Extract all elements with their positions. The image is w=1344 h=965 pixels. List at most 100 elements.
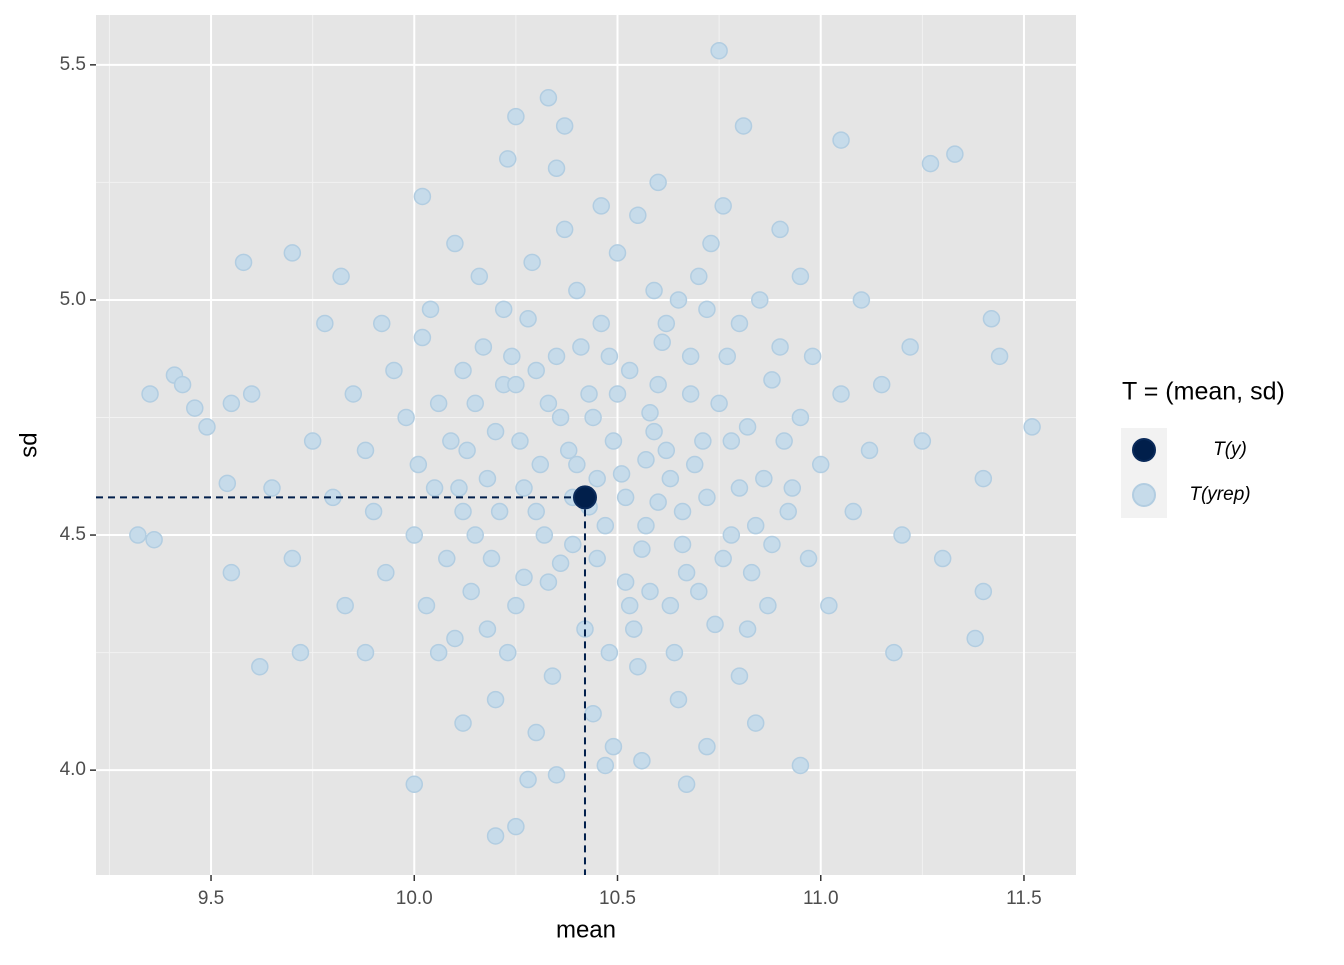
point xyxy=(515,568,533,587)
point xyxy=(511,432,529,450)
y-tick-label: 4.0 xyxy=(60,759,86,780)
point xyxy=(474,338,493,356)
point xyxy=(450,479,468,497)
point xyxy=(413,328,432,347)
point xyxy=(820,596,838,615)
point xyxy=(746,714,765,732)
point xyxy=(616,488,635,507)
point xyxy=(438,549,456,568)
point xyxy=(706,615,724,634)
point xyxy=(551,408,570,427)
point xyxy=(454,361,472,380)
point xyxy=(751,291,769,309)
point xyxy=(738,620,757,638)
y-tick-label: 5.0 xyxy=(60,289,86,310)
point xyxy=(946,145,964,163)
point xyxy=(462,582,480,601)
point xyxy=(694,432,712,450)
point xyxy=(974,469,993,488)
point xyxy=(417,596,436,615)
point xyxy=(612,465,631,483)
legend-key xyxy=(1132,438,1156,462)
legend-key xyxy=(1132,483,1156,507)
point xyxy=(730,314,749,333)
point xyxy=(604,432,623,450)
point xyxy=(364,502,383,521)
point xyxy=(515,479,533,497)
point xyxy=(527,502,545,521)
point xyxy=(604,737,623,756)
point xyxy=(547,766,566,784)
point xyxy=(722,432,741,450)
point xyxy=(637,451,655,469)
point xyxy=(539,573,558,591)
point xyxy=(685,455,704,474)
point xyxy=(555,220,574,239)
point xyxy=(714,549,732,568)
point xyxy=(608,385,627,403)
point xyxy=(681,347,700,366)
point xyxy=(454,714,472,732)
point xyxy=(592,197,610,215)
point xyxy=(803,347,822,366)
x-tick-label: 10.5 xyxy=(599,888,636,909)
point xyxy=(588,549,606,568)
point xyxy=(779,502,797,521)
point xyxy=(722,526,741,544)
legend-label: T(y) xyxy=(1213,439,1247,460)
point xyxy=(763,535,781,554)
point xyxy=(673,502,692,521)
point xyxy=(283,549,302,568)
point xyxy=(734,117,753,135)
point xyxy=(690,267,708,286)
legend-title: T = (mean, sd) xyxy=(1122,378,1285,406)
point xyxy=(746,516,765,535)
point xyxy=(490,502,509,521)
point xyxy=(710,41,728,60)
point xyxy=(775,432,793,450)
point xyxy=(649,375,667,394)
point xyxy=(283,244,302,262)
point xyxy=(442,432,460,450)
point xyxy=(409,455,428,474)
point xyxy=(698,737,716,756)
point xyxy=(454,502,472,521)
point xyxy=(990,347,1009,366)
point xyxy=(677,775,696,794)
point xyxy=(543,667,562,685)
x-tick-label: 9.5 xyxy=(198,888,224,909)
point xyxy=(547,347,566,366)
point xyxy=(303,432,322,450)
point xyxy=(503,347,521,366)
point xyxy=(657,441,676,460)
point xyxy=(251,657,269,676)
point xyxy=(507,817,525,836)
point xyxy=(860,441,879,460)
point xyxy=(852,291,871,309)
point xyxy=(596,516,615,535)
point xyxy=(486,690,505,709)
point xyxy=(645,422,663,441)
point xyxy=(974,582,993,601)
point xyxy=(649,173,667,192)
point xyxy=(677,563,696,582)
point xyxy=(681,385,700,403)
point xyxy=(478,620,497,638)
point xyxy=(580,385,598,403)
point xyxy=(145,530,163,549)
point xyxy=(982,310,1001,328)
point xyxy=(218,474,237,493)
point xyxy=(372,314,391,333)
point xyxy=(592,314,610,333)
point xyxy=(425,479,444,497)
point xyxy=(832,131,850,149)
point xyxy=(527,723,545,742)
point xyxy=(755,469,773,488)
point xyxy=(641,582,659,601)
point xyxy=(385,361,403,380)
point xyxy=(551,554,570,573)
point xyxy=(759,596,777,615)
point xyxy=(466,394,484,413)
point xyxy=(527,361,545,380)
observed-point xyxy=(572,485,597,510)
